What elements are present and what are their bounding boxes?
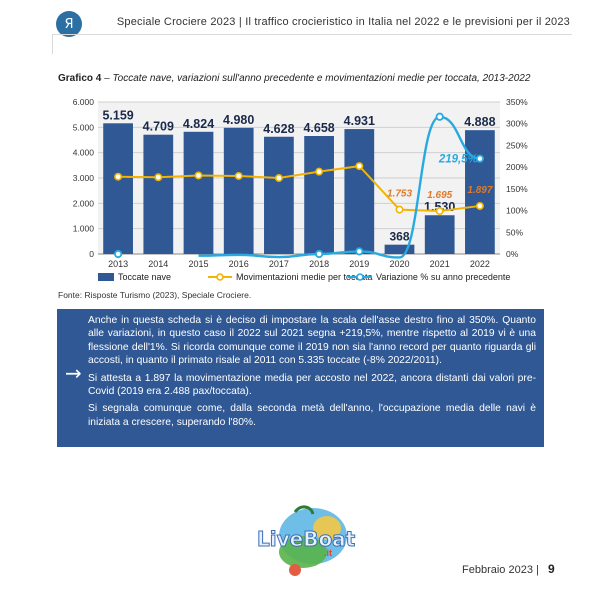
variazione-point [475,154,484,163]
bar-data-label: 4.709 [143,120,174,134]
y-right-tick-label: 200% [506,162,528,172]
bar [465,130,495,254]
figure-caption: – Toccate nave, variazioni sull'anno pre… [104,73,531,84]
publisher-logo: Я [56,11,82,37]
variazione-point [435,112,444,121]
movimentazioni-point [315,167,324,176]
chart: 0 1.000 2.000 3.000 4.000 5.000 6.000 0% 50% 100%… [73,97,528,282]
legend-label-movimentazioni: Movimentazioni medie per toccata [236,272,373,282]
variazione-point [355,247,364,256]
footer-date: Febbraio 2023 | [462,564,539,576]
bar-data-label: 4.658 [303,121,334,135]
movimentazioni-point [355,162,364,171]
bar-data-label: 4.628 [263,122,294,136]
variazione-point [314,249,324,259]
legend-label-variazione: Variazione % su anno precedente [376,272,510,282]
brand-wordmark: LiveBoat [256,527,356,552]
movimentazioni-data-label: 1.695 [427,190,452,201]
movimentazioni-point [194,171,203,180]
x-tick-label: 2017 [269,259,289,269]
commentary-text: Anche in questa scheda si è deciso di im… [88,314,536,433]
variazione-point [113,249,123,259]
commentary-box: → Anche in questa scheda si è deciso di … [57,309,544,447]
movimentazioni-point [435,207,444,216]
legend-swatch-toccate [98,273,114,281]
brand-tld: .it [324,548,332,558]
movimentazioni-data-label: 1.753 [387,189,412,200]
y-left-tick-label: 1.000 [73,224,95,234]
figure-label: Grafico 4 [58,73,102,84]
y-right-tick-label: 50% [506,227,523,237]
bar [264,136,294,254]
legend-marker-variazione [356,273,364,281]
x-tick-label: 2013 [108,259,128,269]
y-left-tick-label: 6.000 [73,97,95,107]
bar [304,135,334,254]
bar [223,127,254,254]
arrow-right-icon: → [65,361,82,385]
legend-marker-movimentazioni [216,273,224,281]
series-line-movimentazioni [118,165,481,213]
y-left-tick-label: 3.000 [73,173,95,183]
chart-source: Fonte: Risposte Turismo (2023), Speciale… [58,290,252,300]
y-right-tick-label: 100% [506,206,528,216]
y-right-tick-label: 350% [506,97,528,107]
bar [103,123,133,254]
bar [183,131,214,254]
y-left-tick-label: 0 [89,249,94,259]
x-tick-label: 2022 [470,259,490,269]
x-tick-label: 2019 [349,259,369,269]
y-left-tick-label: 5.000 [73,122,95,132]
header-divider [52,34,572,35]
movimentazioni-point [154,173,163,182]
movimentazioni-data-label: 1.897 [467,185,492,196]
y-left-tick-label: 4.000 [73,148,95,158]
movimentazioni-point [395,205,404,214]
bar [384,244,415,254]
page-number: 9 [548,562,555,576]
movimentazioni-point [234,171,243,180]
commentary-paragraph-3: Si segnala comunque come, dalla seconda … [88,403,536,428]
chart-title: Grafico 4 – Toccate nave, variazioni sul… [58,73,530,84]
bar [344,129,375,254]
bar [424,215,455,254]
running-header: Speciale Crociere 2023 | Il traffico cro… [116,16,570,28]
movimentazioni-point [475,201,484,210]
logo-glyph: Я [64,16,74,32]
bar-data-label: 4.824 [183,117,214,131]
liveboat-logo-icon [279,505,347,576]
variazione-data-label: 219,5% [438,154,478,166]
y-right-tick-label: 0% [506,249,519,259]
bar-data-label: 4.888 [464,115,495,129]
bar [143,134,174,254]
commentary-paragraph-1: Anche in questa scheda si è deciso di im… [88,315,536,367]
y-left-tick-label: 2.000 [73,198,95,208]
legend-label-toccate: Toccate nave [118,272,171,282]
x-tick-label: 2020 [389,259,409,269]
commentary-paragraph-2: Si attesta a 1.897 la movimentazione med… [88,372,536,398]
y-right-tick-label: 150% [506,184,528,194]
x-tick-label: 2014 [148,259,168,269]
x-tick-label: 2021 [430,259,450,269]
frame-left-edge [52,34,53,54]
movimentazioni-point [114,172,123,181]
bar-data-label: 4.980 [223,113,254,127]
y-right-tick-label: 250% [506,140,528,150]
bar-data-label: 368 [389,230,409,244]
x-tick-label: 2016 [229,259,249,269]
x-tick-label: 2018 [309,259,329,269]
y-right-tick-label: 300% [506,119,528,129]
bar-data-label: 5.159 [102,108,133,122]
movimentazioni-point [274,174,283,183]
bar-data-label: 4.931 [344,114,375,128]
x-tick-label: 2015 [188,259,208,269]
